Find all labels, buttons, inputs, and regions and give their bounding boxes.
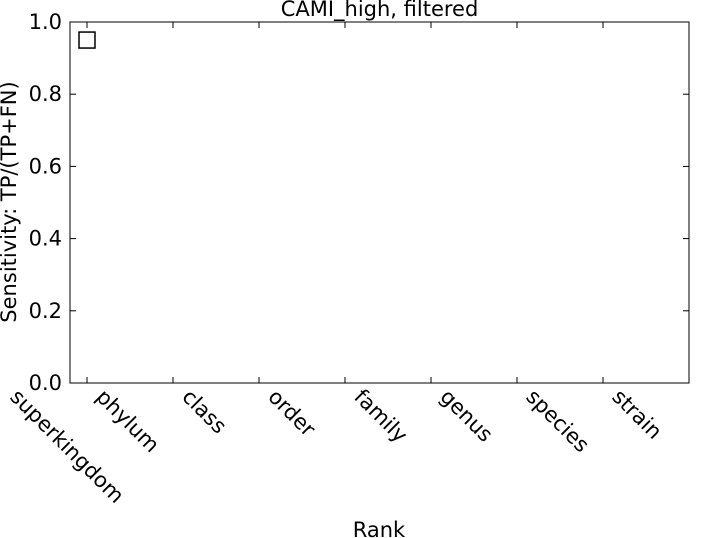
data-markers	[78, 31, 96, 49]
x-axis-label: Rank	[353, 518, 406, 538]
y-tick-label: 0.2	[29, 299, 62, 323]
x-tick-label: species	[521, 385, 593, 457]
y-tick-label: 0.0	[29, 371, 62, 395]
x-tick-label: family	[349, 385, 412, 448]
y-axis-label: Sensitivity: TP/(TP+FN)	[0, 81, 21, 322]
plot-area	[69, 21, 690, 384]
y-tick-label: 0.4	[29, 227, 62, 251]
x-tick-label: phylum	[91, 385, 164, 458]
y-tick-label: 0.6	[29, 154, 62, 178]
y-axis: 0.0 0.2 0.4 0.6 0.8 1.0	[29, 10, 689, 395]
chart-title: CAMI_high, filtered	[281, 0, 479, 22]
x-tick-label: class	[177, 385, 231, 439]
x-tick-label: strain	[607, 385, 666, 444]
data-point-marker	[78, 31, 96, 49]
y-tick-label: 1.0	[29, 10, 62, 34]
y-tick-label: 0.8	[29, 82, 62, 106]
x-tick-label: genus	[435, 385, 497, 447]
x-tick-label: order	[263, 385, 320, 442]
